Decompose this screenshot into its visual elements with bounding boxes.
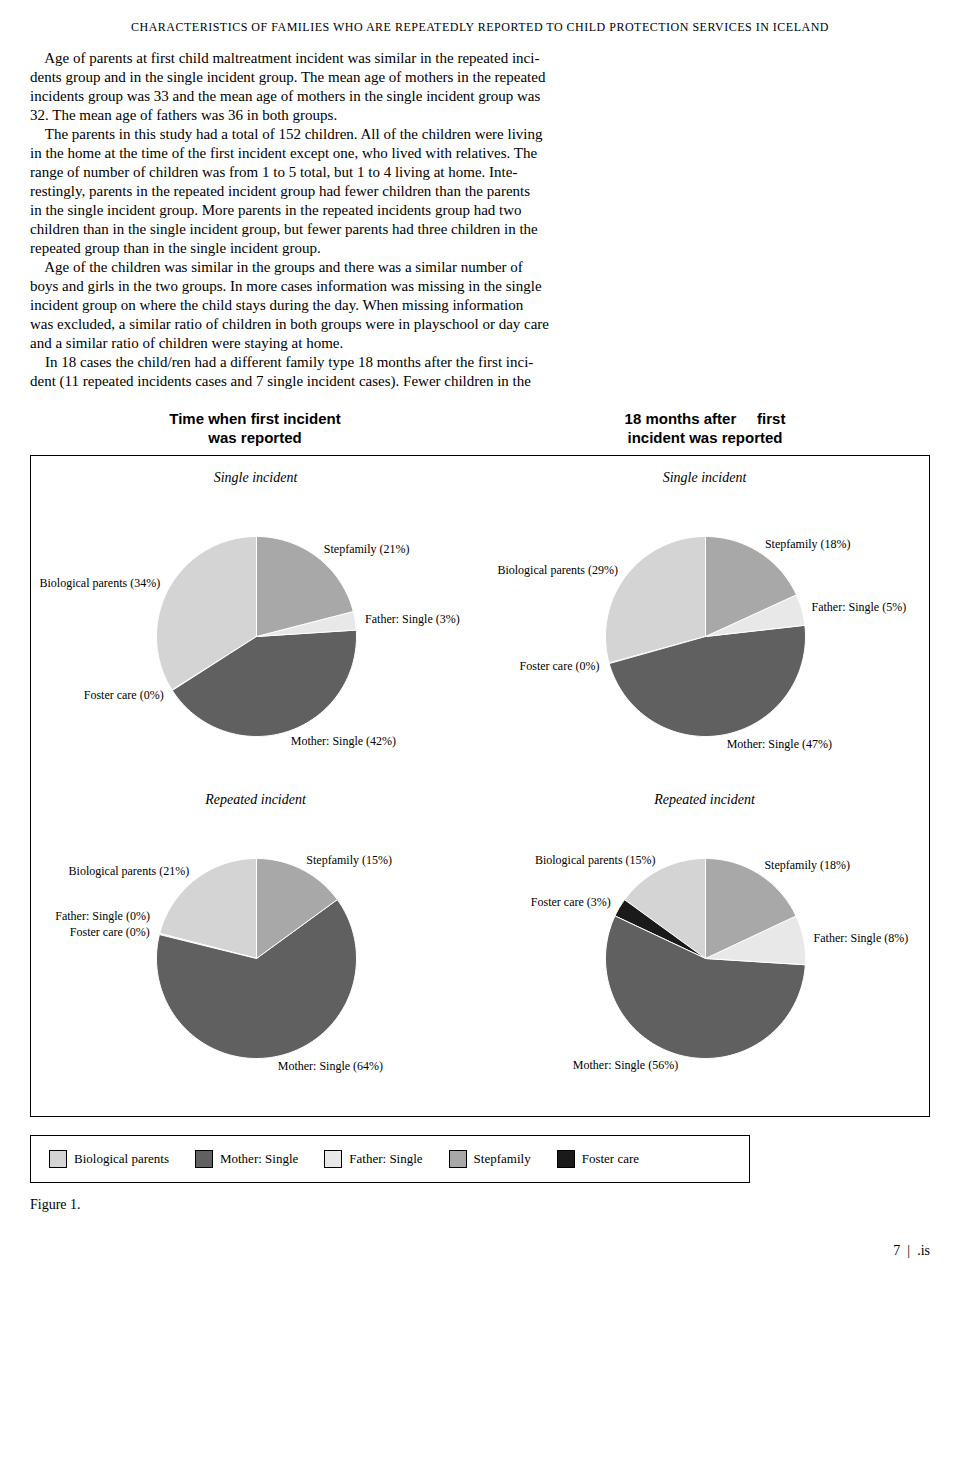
html-text:in the single incident group.: in the single incident group. More paren… [30,202,522,218]
html-text:was excluded, a similar ratio: was excluded, a similar ratio of childre… [30,316,549,332]
html-text:Single incident: Single incident [213,470,298,485]
html-text:and a similar ratio of childre: and a similar ratio of children were sta… [30,335,344,351]
html-text:restingly, parents in the repe: restingly, parents in the repeated incid… [30,183,531,199]
svg-text:Foster care (0%): Foster care (0%) [519,659,599,673]
html-text:repeated group than in the sin: repeated group than in the single incide… [30,240,321,256]
svg-text:Father: Single (3%): Father: Single (3%) [365,612,460,626]
html-text:Foster care: Foster care [581,1151,639,1166]
html-text:The parents in this study had: The parents in this study had a total of… [30,126,543,142]
html-text:Repeated incident: Repeated incident [205,792,306,807]
html-text:dent (11 repeated incidents ca: dent (11 repeated incidents cases and 7 … [30,373,531,389]
html-text:Figure 1.: Figure 1. [30,1197,81,1212]
svg-text:Stepfamily (18%): Stepfamily (18%) [764,537,850,551]
html-text:Age of parents at first child: Age of parents at first child maltreatme… [30,50,540,66]
svg-text:Foster care (3%): Foster care (3%) [530,895,610,909]
svg-text:Stepfamily (18%): Stepfamily (18%) [764,858,850,872]
html-text:incidents group was 33 and the: incidents group was 33 and the mean age … [30,88,541,104]
html-text:Single incident: Single incident [662,470,747,485]
html-text:Father: Single: Father: Single [349,1151,423,1166]
svg-text:Biological parents (21%): Biological parents (21%) [68,864,189,878]
svg-text:Foster care (0%): Foster care (0%) [69,925,149,939]
svg-text:Stepfamily (21%): Stepfamily (21%) [323,542,409,556]
html-text:Repeated incident: Repeated incident [654,792,755,807]
html-text:range of number of children wa: range of number of children was from 1 t… [30,164,518,180]
html-text:CHARACTERISTICS OF FAMILIES WH: CHARACTERISTICS OF FAMILIES WHO ARE REPE… [131,20,829,34]
html-text:Time when first incident was r: Time when first incident was reported [169,410,341,446]
html-text:18 months after first incident: 18 months after first incident was repor… [624,410,786,446]
svg-text:Father: Single (0%): Father: Single (0%) [55,909,150,923]
svg-text:Father: Single (5%): Father: Single (5%) [811,600,906,614]
svg-text:Mother: Single (47%): Mother: Single (47%) [726,737,831,751]
html-text:7 | .is: 7 | .is [893,1243,930,1258]
svg-text:Biological parents (29%): Biological parents (29%) [497,563,618,577]
svg-text:Father: Single (8%): Father: Single (8%) [813,931,908,945]
html-text:dents group and in the single: dents group and in the single incident g… [30,69,546,85]
svg-text:Biological parents (34%): Biological parents (34%) [39,576,160,590]
html-text:Age of the children was simila: Age of the children was similar in the g… [30,259,523,275]
html-text:in the home at the time of the: in the home at the time of the first inc… [30,145,538,161]
html-text:incident group on where the ch: incident group on where the child stays … [30,297,524,313]
html-text:32. The mean age of fathers wa: 32. The mean age of fathers was 36 in bo… [30,107,338,123]
svg-text:Mother: Single (64%): Mother: Single (64%) [277,1059,382,1073]
svg-text:Stepfamily (15%): Stepfamily (15%) [306,853,392,867]
html-text:children than in the single in: children than in the single incident gro… [30,221,538,237]
html-text:Biological parents: Biological parents [74,1151,169,1166]
svg-text:Mother: Single (42%): Mother: Single (42%) [290,734,395,748]
svg-text:Mother: Single (56%): Mother: Single (56%) [572,1058,677,1072]
html-text:boys and girls in the two grou: boys and girls in the two groups. In mor… [30,278,542,294]
html-text:Mother: Single: Mother: Single [220,1151,299,1166]
svg-text:Biological parents (15%): Biological parents (15%) [534,853,655,867]
svg-text:Foster care (0%): Foster care (0%) [83,688,163,702]
html-text:In 18 cases the child/ren had: In 18 cases the child/ren had a differen… [30,354,534,370]
html-text:Stepfamily: Stepfamily [473,1151,531,1166]
